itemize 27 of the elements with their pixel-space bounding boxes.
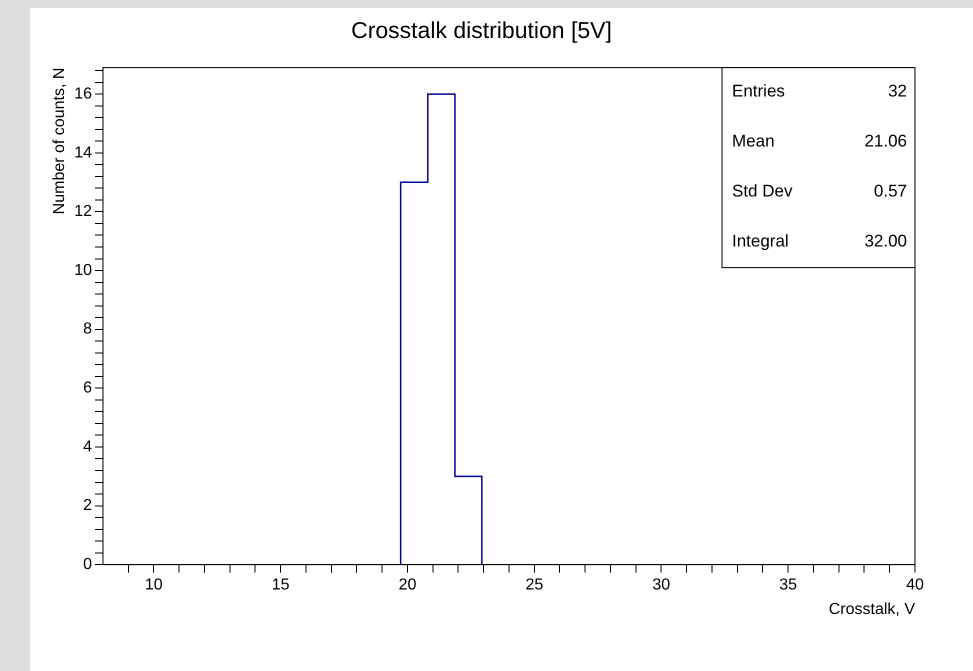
y-tick-label: 4: [83, 438, 92, 456]
y-tick-label: 12: [74, 203, 92, 220]
x-tick-label: 20: [398, 576, 416, 594]
y-tick-label: 8: [83, 320, 92, 338]
x-tick-label: 40: [906, 576, 924, 594]
annotation: 0.57: [874, 181, 907, 200]
y-tick-label: 10: [74, 262, 92, 279]
annotation: 32.00: [864, 231, 907, 250]
y-tick-label: 2: [83, 497, 92, 514]
y-tick-label: 16: [74, 85, 92, 102]
y-tick-label: 14: [74, 144, 92, 162]
annotation: 32: [888, 81, 907, 100]
x-tick-label: 30: [652, 576, 670, 594]
annotation: 21.06: [864, 131, 907, 150]
x-tick-label: 35: [779, 576, 798, 594]
annotation: Mean: [732, 131, 775, 150]
annotation: Entries: [732, 81, 785, 100]
x-tick-label: 25: [525, 576, 544, 594]
x-axis-title: Crosstalk, V: [828, 600, 916, 618]
x-tick-label: 15: [272, 576, 290, 594]
chart-title: Crosstalk distribution [5V]: [351, 17, 612, 44]
annotation: Std Dev: [732, 181, 793, 200]
y-tick-label: 0: [83, 556, 92, 574]
y-axis-title: Number of counts, N: [51, 68, 68, 214]
x-tick-label: 10: [144, 576, 163, 594]
annotation: Integral: [732, 231, 789, 250]
y-tick-label: 6: [83, 380, 92, 397]
